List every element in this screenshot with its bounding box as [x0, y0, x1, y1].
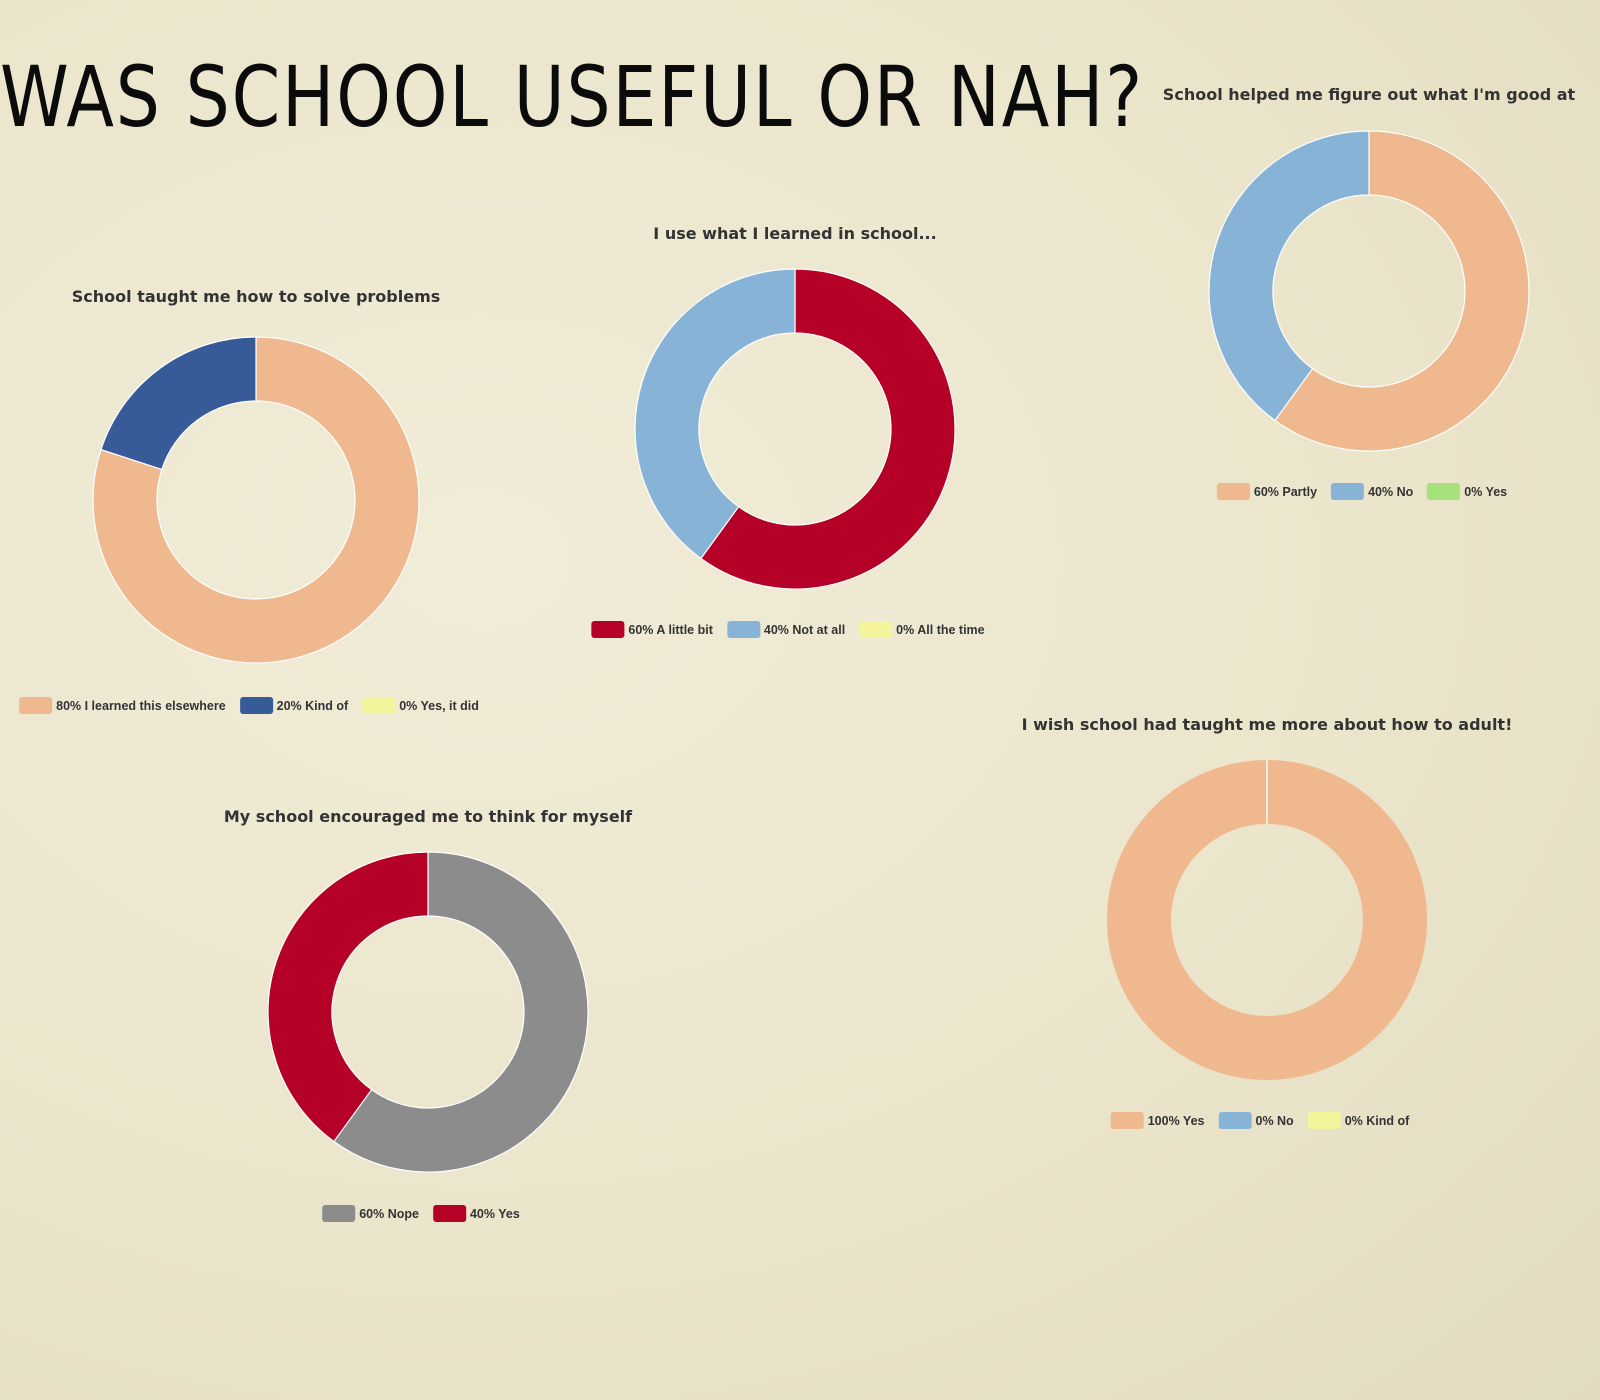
legend-swatch	[239, 697, 273, 714]
chart-title: My school encouraged me to think for mys…	[223, 807, 633, 826]
legend-item: 60% Nope	[322, 1205, 419, 1222]
donut-svg	[1208, 130, 1530, 452]
slice-yes	[1107, 760, 1427, 1080]
legend-label: 60% A little bit	[628, 622, 713, 637]
legend-label: 100% Yes	[1147, 1113, 1205, 1128]
slice-yes	[267, 851, 429, 1143]
legend-swatch	[19, 697, 53, 714]
legend-label: 80% I learned this elsewhere	[56, 698, 226, 713]
legend-label: 0% Yes	[1464, 484, 1508, 499]
chart-legend: 60% A little bit 40% Not at all 0% All the…	[591, 621, 998, 638]
legend-swatch	[322, 1205, 356, 1222]
legend-item: 80% I learned this elsewhere	[19, 697, 226, 714]
legend-swatch	[591, 621, 625, 638]
legend-label: 20% Kind of	[276, 698, 349, 713]
legend-swatch	[1110, 1112, 1144, 1129]
legend-label: 40% Not at all	[763, 622, 846, 637]
chart-legend: 60% Nope 40% Yes	[322, 1205, 534, 1222]
slice-i-learned-this-elsewhere	[92, 336, 420, 664]
legend-item: 60% A little bit	[591, 621, 713, 638]
legend-item: 100% Yes	[1110, 1112, 1205, 1129]
legend-swatch	[1331, 483, 1365, 500]
legend-swatch	[1216, 483, 1250, 500]
chart-title: I use what I learned in school...	[653, 224, 937, 243]
donut-svg	[92, 336, 420, 664]
legend-swatch	[432, 1205, 466, 1222]
legend-item: 40% Not at all	[726, 621, 846, 638]
chart-title: School helped me figure out what I'm goo…	[1162, 85, 1576, 104]
slice-a-little-bit	[700, 268, 956, 590]
donut-svg	[267, 851, 589, 1173]
legend-label: 60% Partly	[1253, 484, 1318, 499]
legend-item: 40% No	[1331, 483, 1413, 500]
legend-item: 0% Yes	[1427, 483, 1507, 500]
chart-title: School taught me how to solve problems	[71, 287, 441, 306]
slice-nope	[333, 851, 589, 1173]
legend-swatch	[1427, 483, 1461, 500]
slice-not-at-all	[634, 268, 796, 560]
legend-label: 60% Nope	[359, 1206, 419, 1221]
legend-label: 40% Yes	[469, 1206, 520, 1221]
chart-legend: 80% I learned this elsewhere 20% Kind of 0…	[19, 697, 493, 714]
legend-item: 0% All the time	[859, 621, 985, 638]
slice-no	[1208, 130, 1370, 422]
donut-svg	[634, 268, 956, 590]
legend-swatch	[362, 697, 396, 714]
legend-swatch	[726, 621, 760, 638]
legend-label: 0% All the time	[896, 622, 985, 637]
page-title: WAS SCHOOL USEFUL OR NAH?	[0, 48, 1145, 146]
chart-title: I wish school had taught me more about h…	[1021, 715, 1513, 734]
legend-item: 0% Kind of	[1307, 1112, 1410, 1129]
legend-label: 0% Yes, it did	[399, 698, 479, 713]
legend-label: 40% No	[1368, 484, 1414, 499]
legend-swatch	[859, 621, 893, 638]
legend-label: 0% Kind of	[1344, 1113, 1410, 1128]
donut-svg	[1107, 760, 1427, 1080]
slice-kind-of	[100, 336, 257, 471]
chart-legend: 100% Yes 0% No 0% Kind of	[1110, 1112, 1424, 1129]
legend-item: 0% Yes, it did	[362, 697, 479, 714]
legend-label: 0% No	[1255, 1113, 1294, 1128]
legend-swatch	[1218, 1112, 1252, 1129]
legend-item: 60% Partly	[1216, 483, 1318, 500]
slice-partly	[1274, 130, 1530, 452]
legend-item: 0% No	[1218, 1112, 1294, 1129]
legend-item: 20% Kind of	[239, 697, 349, 714]
legend-item: 40% Yes	[432, 1205, 520, 1222]
legend-swatch	[1307, 1112, 1341, 1129]
chart-legend: 60% Partly 40% No 0% Yes	[1216, 483, 1521, 500]
